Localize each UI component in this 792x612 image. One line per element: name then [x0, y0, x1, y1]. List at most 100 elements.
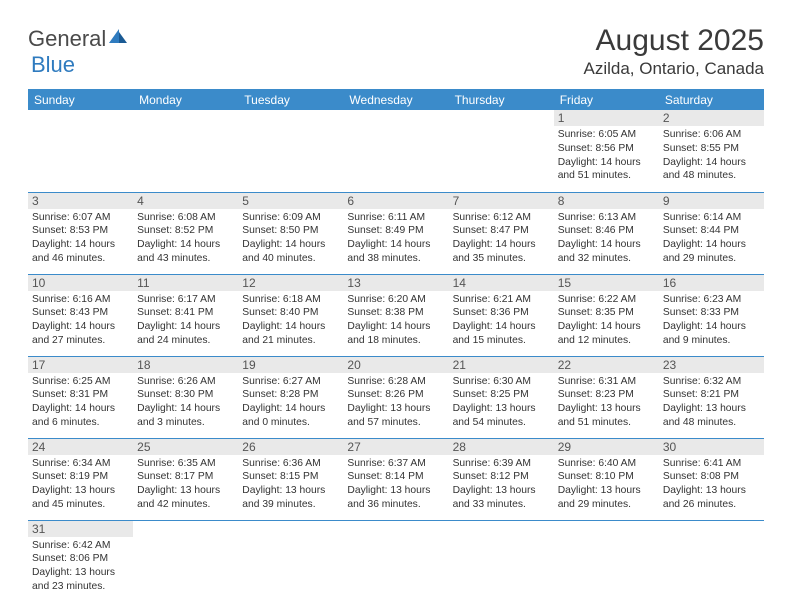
day-details: Sunrise: 6:41 AMSunset: 8:08 PMDaylight:…: [659, 455, 764, 513]
day-number: 27: [343, 439, 448, 455]
detail-line: Sunrise: 6:07 AM: [32, 211, 129, 225]
weekday-header: Friday: [554, 89, 659, 110]
detail-line: Sunrise: 6:34 AM: [32, 457, 129, 471]
calendar-cell: [659, 520, 764, 602]
day-details: Sunrise: 6:14 AMSunset: 8:44 PMDaylight:…: [659, 209, 764, 267]
day-details: Sunrise: 6:27 AMSunset: 8:28 PMDaylight:…: [238, 373, 343, 431]
detail-line: and 38 minutes.: [347, 252, 444, 266]
day-details: Sunrise: 6:12 AMSunset: 8:47 PMDaylight:…: [449, 209, 554, 267]
detail-line: and 26 minutes.: [663, 498, 760, 512]
day-details: Sunrise: 6:06 AMSunset: 8:55 PMDaylight:…: [659, 126, 764, 184]
detail-line: Daylight: 13 hours: [453, 402, 550, 416]
detail-line: Daylight: 14 hours: [137, 402, 234, 416]
detail-line: Daylight: 14 hours: [347, 320, 444, 334]
logo-text-blue: Blue: [31, 52, 75, 78]
calendar-cell: 13Sunrise: 6:20 AMSunset: 8:38 PMDayligh…: [343, 274, 448, 356]
detail-line: Sunrise: 6:41 AM: [663, 457, 760, 471]
calendar-cell: 4Sunrise: 6:08 AMSunset: 8:52 PMDaylight…: [133, 192, 238, 274]
detail-line: Sunset: 8:52 PM: [137, 224, 234, 238]
weekday-header: Sunday: [28, 89, 133, 110]
calendar-week-row: 10Sunrise: 6:16 AMSunset: 8:43 PMDayligh…: [28, 274, 764, 356]
detail-line: Daylight: 13 hours: [347, 402, 444, 416]
detail-line: and 33 minutes.: [453, 498, 550, 512]
detail-line: Daylight: 13 hours: [32, 484, 129, 498]
detail-line: Daylight: 14 hours: [558, 156, 655, 170]
calendar-cell: 21Sunrise: 6:30 AMSunset: 8:25 PMDayligh…: [449, 356, 554, 438]
detail-line: and 48 minutes.: [663, 416, 760, 430]
detail-line: Daylight: 13 hours: [242, 484, 339, 498]
detail-line: Sunset: 8:12 PM: [453, 470, 550, 484]
calendar-cell: 24Sunrise: 6:34 AMSunset: 8:19 PMDayligh…: [28, 438, 133, 520]
calendar-cell: 18Sunrise: 6:26 AMSunset: 8:30 PMDayligh…: [133, 356, 238, 438]
detail-line: Sunrise: 6:21 AM: [453, 293, 550, 307]
calendar-cell: 15Sunrise: 6:22 AMSunset: 8:35 PMDayligh…: [554, 274, 659, 356]
detail-line: Sunrise: 6:12 AM: [453, 211, 550, 225]
calendar-cell: 11Sunrise: 6:17 AMSunset: 8:41 PMDayligh…: [133, 274, 238, 356]
day-number: 22: [554, 357, 659, 373]
detail-line: Daylight: 14 hours: [137, 238, 234, 252]
day-details: Sunrise: 6:32 AMSunset: 8:21 PMDaylight:…: [659, 373, 764, 431]
calendar-cell: 8Sunrise: 6:13 AMSunset: 8:46 PMDaylight…: [554, 192, 659, 274]
day-number: 18: [133, 357, 238, 373]
calendar-cell: 25Sunrise: 6:35 AMSunset: 8:17 PMDayligh…: [133, 438, 238, 520]
day-number: 2: [659, 110, 764, 126]
detail-line: Daylight: 13 hours: [32, 566, 129, 580]
detail-line: Sunrise: 6:05 AM: [558, 128, 655, 142]
calendar-cell: 3Sunrise: 6:07 AMSunset: 8:53 PMDaylight…: [28, 192, 133, 274]
detail-line: Daylight: 14 hours: [558, 320, 655, 334]
detail-line: and 3 minutes.: [137, 416, 234, 430]
detail-line: Sunset: 8:43 PM: [32, 306, 129, 320]
location: Azilda, Ontario, Canada: [584, 59, 765, 79]
detail-line: and 57 minutes.: [347, 416, 444, 430]
calendar-cell: 10Sunrise: 6:16 AMSunset: 8:43 PMDayligh…: [28, 274, 133, 356]
detail-line: Sunset: 8:46 PM: [558, 224, 655, 238]
detail-line: Sunrise: 6:06 AM: [663, 128, 760, 142]
day-number: 7: [449, 193, 554, 209]
calendar-cell: 7Sunrise: 6:12 AMSunset: 8:47 PMDaylight…: [449, 192, 554, 274]
day-number: 30: [659, 439, 764, 455]
day-number: 16: [659, 275, 764, 291]
detail-line: Daylight: 14 hours: [453, 320, 550, 334]
calendar-table: SundayMondayTuesdayWednesdayThursdayFrid…: [28, 89, 764, 602]
day-number: 5: [238, 193, 343, 209]
detail-line: Sunrise: 6:14 AM: [663, 211, 760, 225]
day-number: 12: [238, 275, 343, 291]
day-number: 24: [28, 439, 133, 455]
detail-line: Sunrise: 6:30 AM: [453, 375, 550, 389]
day-details: Sunrise: 6:08 AMSunset: 8:52 PMDaylight:…: [133, 209, 238, 267]
month-title: August 2025: [584, 24, 765, 57]
detail-line: Sunset: 8:40 PM: [242, 306, 339, 320]
detail-line: Sunset: 8:28 PM: [242, 388, 339, 402]
day-number: 8: [554, 193, 659, 209]
calendar-cell: 29Sunrise: 6:40 AMSunset: 8:10 PMDayligh…: [554, 438, 659, 520]
day-details: Sunrise: 6:42 AMSunset: 8:06 PMDaylight:…: [28, 537, 133, 595]
day-details: Sunrise: 6:30 AMSunset: 8:25 PMDaylight:…: [449, 373, 554, 431]
day-number: 11: [133, 275, 238, 291]
day-number: 26: [238, 439, 343, 455]
calendar-week-row: 1Sunrise: 6:05 AMSunset: 8:56 PMDaylight…: [28, 110, 764, 192]
calendar-cell: [133, 110, 238, 192]
detail-line: Daylight: 13 hours: [137, 484, 234, 498]
detail-line: Daylight: 13 hours: [663, 402, 760, 416]
calendar-cell: 20Sunrise: 6:28 AMSunset: 8:26 PMDayligh…: [343, 356, 448, 438]
detail-line: Sunrise: 6:11 AM: [347, 211, 444, 225]
calendar-cell: 17Sunrise: 6:25 AMSunset: 8:31 PMDayligh…: [28, 356, 133, 438]
detail-line: and 6 minutes.: [32, 416, 129, 430]
detail-line: and 42 minutes.: [137, 498, 234, 512]
day-number: 1: [554, 110, 659, 126]
detail-line: Daylight: 14 hours: [32, 238, 129, 252]
calendar-cell: [449, 110, 554, 192]
day-number: 14: [449, 275, 554, 291]
calendar-cell: 30Sunrise: 6:41 AMSunset: 8:08 PMDayligh…: [659, 438, 764, 520]
detail-line: Sunrise: 6:20 AM: [347, 293, 444, 307]
detail-line: Sunset: 8:10 PM: [558, 470, 655, 484]
day-number: 13: [343, 275, 448, 291]
day-number: 4: [133, 193, 238, 209]
day-number: 9: [659, 193, 764, 209]
calendar-week-row: 31Sunrise: 6:42 AMSunset: 8:06 PMDayligh…: [28, 520, 764, 602]
sail-icon: [107, 26, 129, 52]
detail-line: Sunrise: 6:35 AM: [137, 457, 234, 471]
detail-line: and 29 minutes.: [663, 252, 760, 266]
detail-line: Daylight: 14 hours: [453, 238, 550, 252]
calendar-week-row: 3Sunrise: 6:07 AMSunset: 8:53 PMDaylight…: [28, 192, 764, 274]
